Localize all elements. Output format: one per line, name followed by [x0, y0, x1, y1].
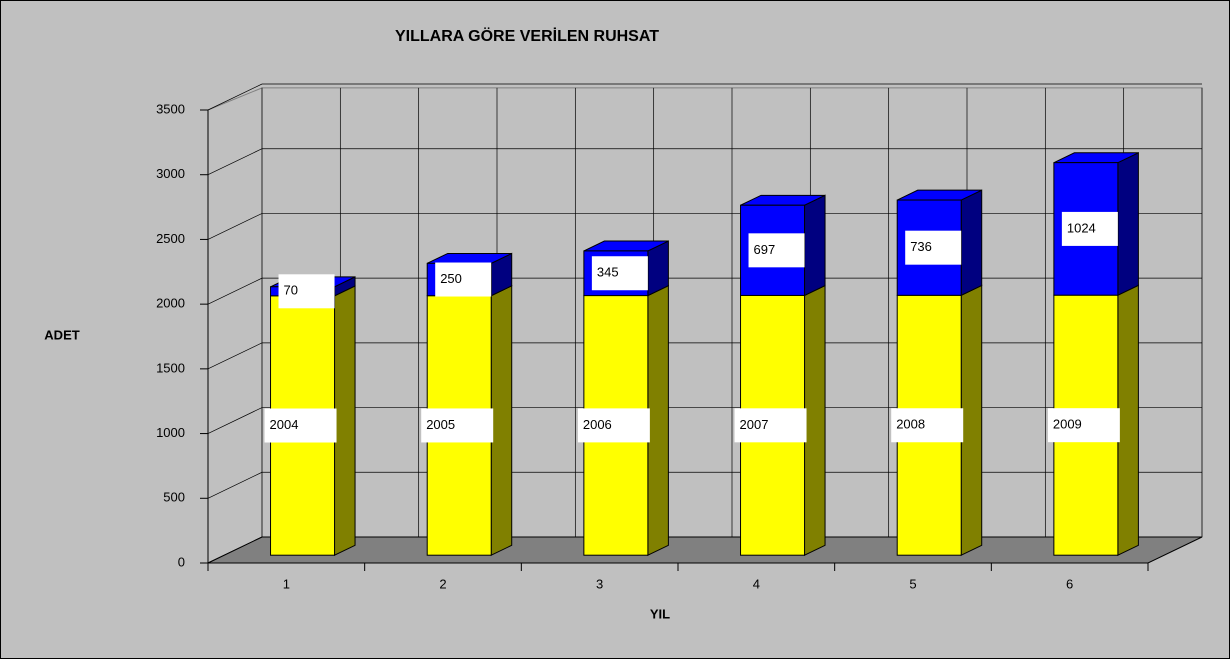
x-tick-label: 6 — [1066, 576, 1073, 591]
y-tick-label: 1000 — [156, 425, 185, 440]
label-box — [421, 408, 494, 443]
x-tick-label: 4 — [753, 576, 760, 591]
y-tick-label: 1500 — [156, 360, 185, 375]
label-box — [264, 408, 337, 443]
label-box — [1061, 211, 1118, 246]
y-tick-label: 2500 — [156, 231, 185, 246]
label-box — [891, 408, 964, 443]
value-label: 2008 — [896, 417, 925, 432]
bar-side — [1117, 151, 1139, 296]
grid-line — [207, 83, 1202, 111]
bar-side — [960, 284, 983, 556]
grid-line — [207, 407, 1202, 434]
bar-side — [334, 285, 356, 556]
bar-side — [490, 285, 513, 556]
y-tick-label: 2000 — [156, 296, 185, 311]
y-axis-title: ADET — [44, 327, 79, 342]
label-box — [905, 230, 962, 265]
label-box — [435, 262, 492, 297]
bar-side — [804, 284, 826, 556]
y-tick-label: 3000 — [156, 166, 185, 181]
x-axis-title: YIL — [650, 606, 670, 621]
value-label: 2006 — [583, 417, 612, 432]
x-tick-label: 3 — [596, 576, 603, 591]
value-label: 2004 — [270, 417, 299, 432]
label-box — [577, 408, 650, 443]
value-label: 697 — [754, 242, 776, 257]
y-tick-label: 3500 — [156, 101, 185, 116]
chart-title: YILLARA GÖRE VERİLEN RUHSAT — [395, 26, 659, 45]
label-box — [591, 256, 648, 291]
label-box — [734, 408, 807, 443]
label-box — [748, 233, 805, 268]
bar-side — [960, 189, 983, 297]
value-label: 250 — [440, 271, 462, 286]
bar-side — [804, 194, 826, 297]
grid-line — [207, 342, 1202, 370]
floor — [207, 536, 1203, 564]
grid-line — [207, 277, 1202, 305]
x-tick-label: 1 — [283, 576, 290, 591]
grid-line — [207, 148, 1202, 176]
bar-side — [1117, 284, 1139, 556]
value-label: 70 — [284, 283, 298, 298]
label-box — [278, 274, 335, 309]
value-label: 2007 — [740, 417, 769, 432]
y-tick-label: 500 — [163, 490, 185, 505]
value-label: 736 — [910, 239, 932, 254]
grid-line — [207, 213, 1202, 240]
value-label: 345 — [597, 265, 619, 280]
grid-line — [207, 536, 1202, 564]
x-tick-label: 5 — [909, 576, 916, 591]
value-label: 1024 — [1067, 220, 1096, 235]
x-tick-label: 2 — [439, 576, 446, 591]
value-label: 2005 — [426, 417, 455, 432]
y-tick-label: 0 — [178, 554, 185, 569]
value-label: 2009 — [1053, 417, 1082, 432]
side-wall — [207, 87, 263, 564]
grid-line — [207, 471, 1202, 499]
label-box — [1047, 408, 1120, 443]
bar-side — [647, 284, 669, 556]
